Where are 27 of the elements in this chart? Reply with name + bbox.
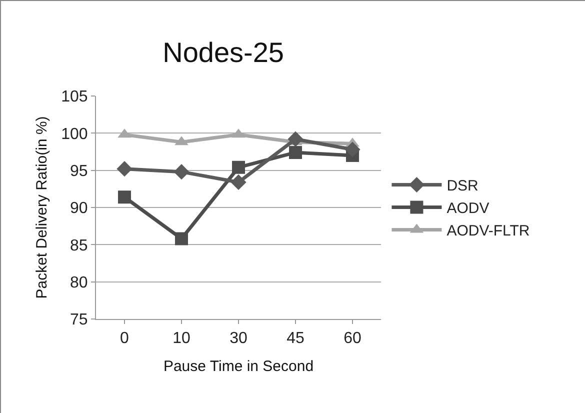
point [174,164,190,180]
point [116,161,132,177]
x-tick-label: 45 [286,330,304,348]
point [232,160,245,174]
x-tick-label: 60 [344,330,362,348]
x-tick-label: 30 [230,330,248,348]
point [344,142,360,158]
chart-title: Nodes-25 [162,36,284,68]
legend-label: AODV-FLTR [446,222,530,240]
x-axis-title: Pause Time in Second [163,358,314,376]
point [230,174,246,190]
y-tick-label: 75 [70,312,88,329]
y-tick-label: 85 [70,237,88,254]
point [289,146,302,159]
y-axis-title: Packet Delivery Ratio(in %) [33,116,50,299]
y-tick-label: 95 [70,162,88,180]
y-tick-label: 90 [70,200,88,218]
y-tick-label: 100 [61,126,88,143]
x-tick-label: 0 [120,330,130,348]
point [288,131,304,147]
y-tick-label: 80 [70,274,88,292]
legend-label: DSR [446,178,479,195]
point [175,232,188,246]
x-tick-label: 10 [172,330,190,348]
y-tick-label: 105 [61,88,88,106]
legend-label: AODV [446,200,490,218]
point [118,190,131,204]
